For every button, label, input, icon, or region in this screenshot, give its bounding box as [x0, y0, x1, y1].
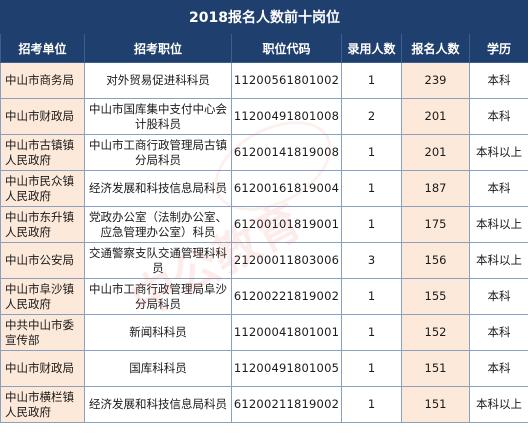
cell-code: 11200491801005: [231, 350, 342, 387]
cell-unit: 中山市横栏镇人民政府: [0, 386, 85, 423]
cell-hire: 1: [341, 314, 402, 351]
cell-unit: 中山市东升镇人民政府: [0, 206, 85, 243]
cell-education: 本科: [469, 98, 528, 135]
cell-unit: 中山市民众镇人民政府: [0, 170, 85, 207]
table-row: 中山市财政局 中山市国库集中支付中心会计股科员 11200491801008 2 201…: [0, 98, 528, 135]
cell-position: 交通警察支队交通管理科科员: [84, 242, 232, 279]
cell-unit: 中山市财政局: [0, 350, 85, 387]
cell-applicants: 151: [401, 350, 470, 387]
table-row: 中共中山市委宣传部 新闻科科员 11200041801001 1 152 本科: [0, 314, 528, 351]
cell-unit: 中山市财政局: [0, 98, 85, 135]
cell-hire: 1: [341, 62, 402, 99]
cell-hire: 1: [341, 170, 402, 207]
cell-position: 对外贸易促进科科员: [84, 62, 232, 99]
table-title: 2018报名人数前十岗位: [0, 0, 528, 34]
header-hire: 录用人数: [341, 33, 402, 63]
cell-position: 党政办公室（法制办公室、应急管理办公室）科员: [84, 206, 232, 243]
cell-applicants: 156: [401, 242, 470, 279]
cell-code: 21200011803006: [231, 242, 342, 279]
cell-hire: 1: [341, 350, 402, 387]
cell-applicants: 201: [401, 134, 470, 171]
table-title-row: 2018报名人数前十岗位: [0, 0, 528, 34]
cell-applicants: 151: [401, 386, 470, 423]
cell-position: 经济发展和科技信息局科员: [84, 170, 232, 207]
cell-applicants: 187: [401, 170, 470, 207]
cell-code: 61200161819004: [231, 170, 342, 207]
cell-hire: 1: [341, 134, 402, 171]
cell-code: 61200211819002: [231, 386, 342, 423]
cell-position: 新闻科科员: [84, 314, 232, 351]
table-row: 中山市横栏镇人民政府 经济发展和科技信息局科员 61200211819002 1 151…: [0, 386, 528, 423]
cell-education: 本科: [469, 278, 528, 315]
header-unit: 招考单位: [0, 33, 85, 63]
header-code: 职位代码: [231, 33, 342, 63]
cell-hire: 2: [341, 98, 402, 135]
cell-education: 本科: [469, 350, 528, 387]
cell-position: 中山市工商行政管理局古镇分局科员: [84, 134, 232, 171]
cell-position: 中山市国库集中支付中心会计股科员: [84, 98, 232, 135]
cell-code: 11200041801001: [231, 314, 342, 351]
cell-hire: 3: [341, 242, 402, 279]
cell-education: 本科: [469, 314, 528, 351]
cell-applicants: 152: [401, 314, 470, 351]
table-row: 中山市商务局 对外贸易促进科科员 11200561801002 1 239 本科: [0, 62, 528, 99]
cell-unit: 中山市古镇镇人民政府: [0, 134, 85, 171]
cell-unit: 中山市公安局: [0, 242, 85, 279]
cell-code: 61200141819008: [231, 134, 342, 171]
cell-hire: 1: [341, 386, 402, 423]
cell-education: 本科以上: [469, 206, 528, 243]
cell-unit: 中山市商务局: [0, 62, 85, 99]
table-row: 中山市民众镇人民政府 经济发展和科技信息局科员 61200161819004 1 187…: [0, 170, 528, 207]
cell-hire: 1: [341, 206, 402, 243]
cell-education: 本科以上: [469, 386, 528, 423]
cell-code: 61200221819002: [231, 278, 342, 315]
cell-unit: 中共中山市委宣传部: [0, 314, 85, 351]
cell-code: 11200561801002: [231, 62, 342, 99]
table-row: 中山市财政局 国库科科员 11200491801005 1 151 本科: [0, 350, 528, 387]
cell-position: 中山市工商行政管理局阜沙分局科员: [84, 278, 232, 315]
cell-position: 国库科科员: [84, 350, 232, 387]
cell-hire: 1: [341, 278, 402, 315]
cell-applicants: 155: [401, 278, 470, 315]
top-ten-positions-table: 2018报名人数前十岗位 招考单位 招考职位 职位代码 录用人数 报名人数 学历…: [0, 0, 528, 423]
header-education: 学历: [469, 33, 528, 63]
cell-applicants: 201: [401, 98, 470, 135]
table-row: 中山市公安局 交通警察支队交通管理科科员 21200011803006 3 156 本科以…: [0, 242, 528, 279]
header-position: 招考职位: [84, 33, 232, 63]
cell-education: 本科以上: [469, 242, 528, 279]
table-header-row: 招考单位 招考职位 职位代码 录用人数 报名人数 学历: [0, 33, 528, 63]
cell-code: 61200101819001: [231, 206, 342, 243]
cell-applicants: 239: [401, 62, 470, 99]
cell-applicants: 175: [401, 206, 470, 243]
cell-education: 本科: [469, 62, 528, 99]
cell-position: 经济发展和科技信息局科员: [84, 386, 232, 423]
cell-education: 本科以上: [469, 134, 528, 171]
cell-unit: 中山市阜沙镇人民政府: [0, 278, 85, 315]
header-applicants: 报名人数: [401, 33, 470, 63]
cell-code: 11200491801008: [231, 98, 342, 135]
table-row: 中山市古镇镇人民政府 中山市工商行政管理局古镇分局科员 61200141819008…: [0, 134, 528, 171]
table-row: 中山市阜沙镇人民政府 中山市工商行政管理局阜沙分局科员 61200221819002…: [0, 278, 528, 315]
cell-education: 本科: [469, 170, 528, 207]
table-row: 中山市东升镇人民政府 党政办公室（法制办公室、应急管理办公室）科员 61200101…: [0, 206, 528, 243]
